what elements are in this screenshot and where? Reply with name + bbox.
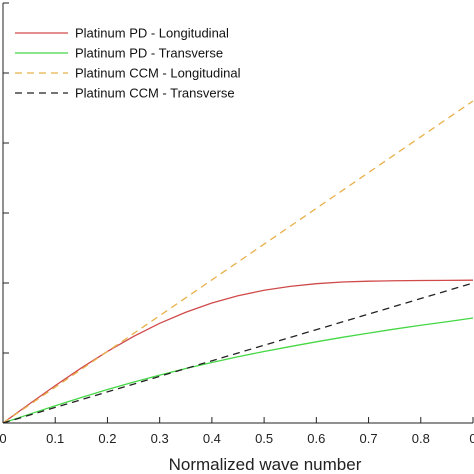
x-tick-label-8: 0.8	[412, 431, 430, 446]
legend-label-3: Platinum CCM - Transverse	[75, 86, 235, 101]
x-tick-label-3: 0.3	[151, 431, 169, 446]
legend: Platinum PD - Longitudinal Platinum PD - …	[15, 26, 241, 101]
x-tick-label-2: 0.2	[98, 431, 116, 446]
x-tick-label-5: 0.5	[255, 431, 273, 446]
series-line-1	[2, 317, 474, 424]
x-tick-label-6: 0.6	[307, 431, 325, 446]
legend-label-0: Platinum PD - Longitudinal	[75, 26, 229, 41]
series-line-2	[2, 100, 474, 424]
x-tick-label-4: 0.4	[203, 431, 221, 446]
legend-label-2: Platinum CCM - Longitudinal	[75, 66, 241, 81]
series-line-0	[2, 279, 474, 424]
x-tick-label-7: 0.7	[360, 431, 378, 446]
x-tick-label-9: 0	[469, 431, 474, 446]
legend-label-1: Platinum PD - Transverse	[75, 46, 223, 61]
x-tick-label-0: 0	[0, 431, 7, 446]
series-line-3	[2, 282, 474, 424]
plot-area	[2, 100, 474, 424]
x-axis-title: Normalized wave number	[169, 455, 362, 474]
x-tick-label-1: 0.1	[46, 431, 64, 446]
tick-group: 0 0.1 0.2 0.3 0.4 0.5 0.6 0.7 0.8 0	[0, 2, 474, 446]
